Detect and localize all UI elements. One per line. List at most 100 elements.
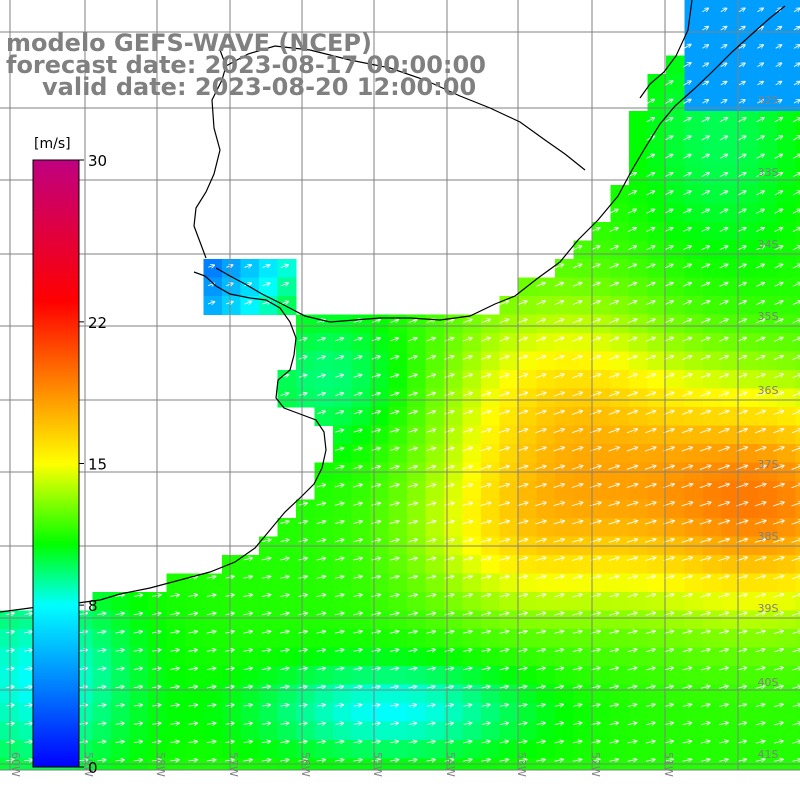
wind-arrow — [553, 521, 565, 525]
field-cell — [92, 684, 112, 704]
wind-arrow — [793, 8, 800, 13]
wind-arrow — [700, 356, 710, 360]
field-cell — [573, 444, 593, 463]
field-cell — [92, 721, 112, 741]
wind-arrow — [682, 338, 692, 342]
wind-arrow — [791, 484, 800, 489]
field-cell — [703, 370, 722, 389]
field-cell — [684, 74, 704, 93]
wind-arrow — [517, 448, 527, 452]
field-cell — [370, 444, 389, 463]
field-cell — [462, 573, 482, 593]
wind-arrow — [462, 503, 473, 506]
field-cell — [795, 647, 800, 667]
wind-arrow — [444, 448, 453, 452]
wind-arrow — [702, 100, 708, 103]
field-cell — [462, 351, 482, 371]
field-cell — [629, 111, 648, 130]
field-cell — [444, 425, 463, 445]
wind-arrow — [498, 484, 509, 488]
field-cell — [555, 610, 574, 630]
wind-arrow — [664, 209, 673, 214]
field-cell — [555, 259, 574, 278]
wind-arrow — [645, 539, 655, 543]
field-cell — [777, 518, 796, 537]
field-cell — [370, 684, 389, 704]
field-cell — [740, 721, 759, 741]
field-cell — [203, 721, 223, 741]
field-cell — [351, 351, 371, 371]
wind-arrow — [720, 63, 727, 66]
field-cell — [351, 647, 371, 667]
field-cell — [499, 740, 519, 759]
wind-arrow — [773, 557, 783, 562]
field-cell — [425, 647, 445, 667]
wind-arrow — [243, 595, 252, 597]
field-cell — [555, 277, 574, 297]
wind-arrow — [481, 338, 490, 342]
field-cell — [407, 351, 426, 371]
field-cell — [351, 592, 371, 611]
field-cell — [740, 351, 759, 371]
field-cell — [536, 314, 556, 334]
field-cell — [610, 370, 630, 389]
field-cell — [610, 388, 630, 408]
field-cell — [425, 333, 445, 352]
wind-arrow — [462, 393, 472, 397]
wind-arrow — [408, 338, 417, 342]
wind-arrow — [774, 246, 783, 251]
wind-arrow — [571, 466, 583, 470]
field-cell — [592, 592, 611, 611]
wind-arrow — [535, 374, 546, 379]
field-cell — [777, 129, 796, 149]
wind-arrow — [371, 521, 381, 523]
field-cell — [129, 647, 149, 667]
wind-arrow — [627, 191, 636, 196]
field-cell — [203, 277, 223, 297]
wind-arrow — [645, 429, 655, 434]
wind-arrow — [553, 539, 564, 543]
wind-arrow — [572, 356, 582, 360]
wind-arrow — [757, 100, 763, 103]
field-cell — [629, 573, 648, 593]
field-cell — [592, 407, 611, 426]
field-cell — [647, 296, 667, 315]
wind-arrow — [608, 392, 619, 397]
field-cell — [314, 333, 334, 352]
field-cell — [481, 333, 500, 352]
field-cell — [370, 499, 389, 519]
field-cell — [703, 721, 722, 741]
field-cell — [425, 721, 445, 741]
field-cell — [629, 518, 648, 537]
field-cell — [388, 518, 408, 537]
field-cell — [240, 703, 260, 722]
field-cell — [758, 721, 778, 741]
wind-arrow — [682, 301, 691, 306]
field-cell — [351, 314, 371, 334]
wind-arrow — [609, 264, 618, 269]
wind-arrow — [701, 118, 710, 123]
wind-arrow — [682, 246, 691, 251]
field-cell — [721, 148, 741, 167]
wind-arrow — [371, 595, 381, 597]
field-cell — [407, 444, 426, 463]
field-cell — [629, 148, 648, 167]
wind-arrow — [334, 558, 344, 560]
wind-arrow — [775, 82, 782, 85]
wind-arrow — [737, 319, 746, 324]
field-cell — [703, 296, 722, 315]
lat-label: 34S — [758, 238, 779, 251]
field-cell — [425, 388, 445, 408]
field-cell — [203, 573, 223, 593]
wind-arrow — [737, 209, 746, 214]
wind-arrow — [755, 301, 764, 306]
field-cell — [481, 666, 500, 685]
wind-arrow — [718, 521, 729, 525]
wind-arrow — [335, 448, 343, 450]
wind-arrow — [738, 118, 746, 123]
field-cell — [629, 129, 648, 149]
field-cell — [425, 592, 445, 611]
field-cell — [518, 740, 537, 759]
field-cell — [610, 684, 630, 704]
field-cell — [555, 351, 574, 371]
